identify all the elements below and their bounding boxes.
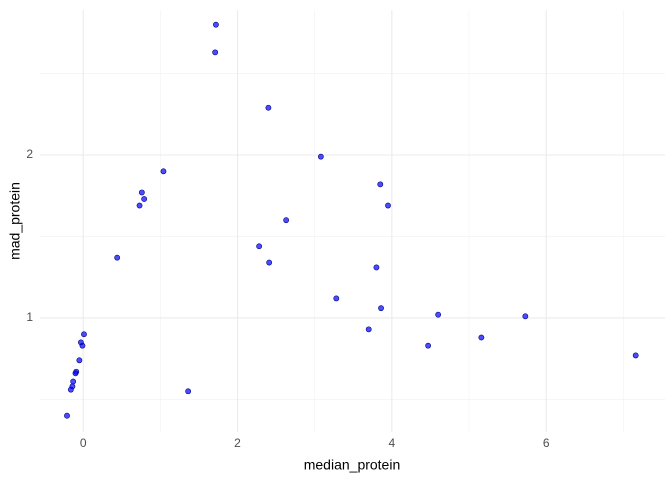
point — [160, 168, 167, 175]
point — [136, 202, 143, 209]
point — [365, 326, 372, 333]
x-tick-label: 4 — [389, 436, 396, 450]
point — [212, 49, 219, 56]
point — [138, 189, 145, 196]
y-axis-title: mad_protein — [7, 182, 23, 260]
x-tick-label: 6 — [543, 436, 550, 450]
point — [67, 386, 74, 393]
point — [385, 202, 391, 209]
point — [283, 217, 290, 224]
point — [256, 243, 263, 250]
point — [266, 259, 273, 266]
point — [478, 334, 485, 341]
point — [265, 104, 272, 111]
point — [77, 339, 84, 346]
point — [141, 196, 148, 202]
point — [81, 331, 87, 338]
point — [333, 295, 340, 302]
point — [317, 153, 324, 160]
point — [522, 313, 529, 320]
point — [373, 264, 380, 271]
point — [114, 254, 121, 261]
point — [213, 21, 219, 28]
x-tick-label: 2 — [234, 436, 241, 450]
point — [435, 311, 442, 318]
point — [72, 370, 79, 377]
point — [377, 181, 384, 188]
point — [185, 388, 192, 395]
point — [64, 412, 70, 419]
y-tick-label: 1 — [26, 310, 33, 324]
y-tick-label: 2 — [26, 147, 33, 161]
x-axis-title: median_protein — [304, 457, 401, 473]
point — [70, 378, 77, 385]
point — [76, 357, 83, 364]
point — [425, 342, 432, 349]
point — [378, 305, 384, 312]
point — [632, 352, 639, 359]
x-tick-label: 0 — [80, 436, 87, 450]
